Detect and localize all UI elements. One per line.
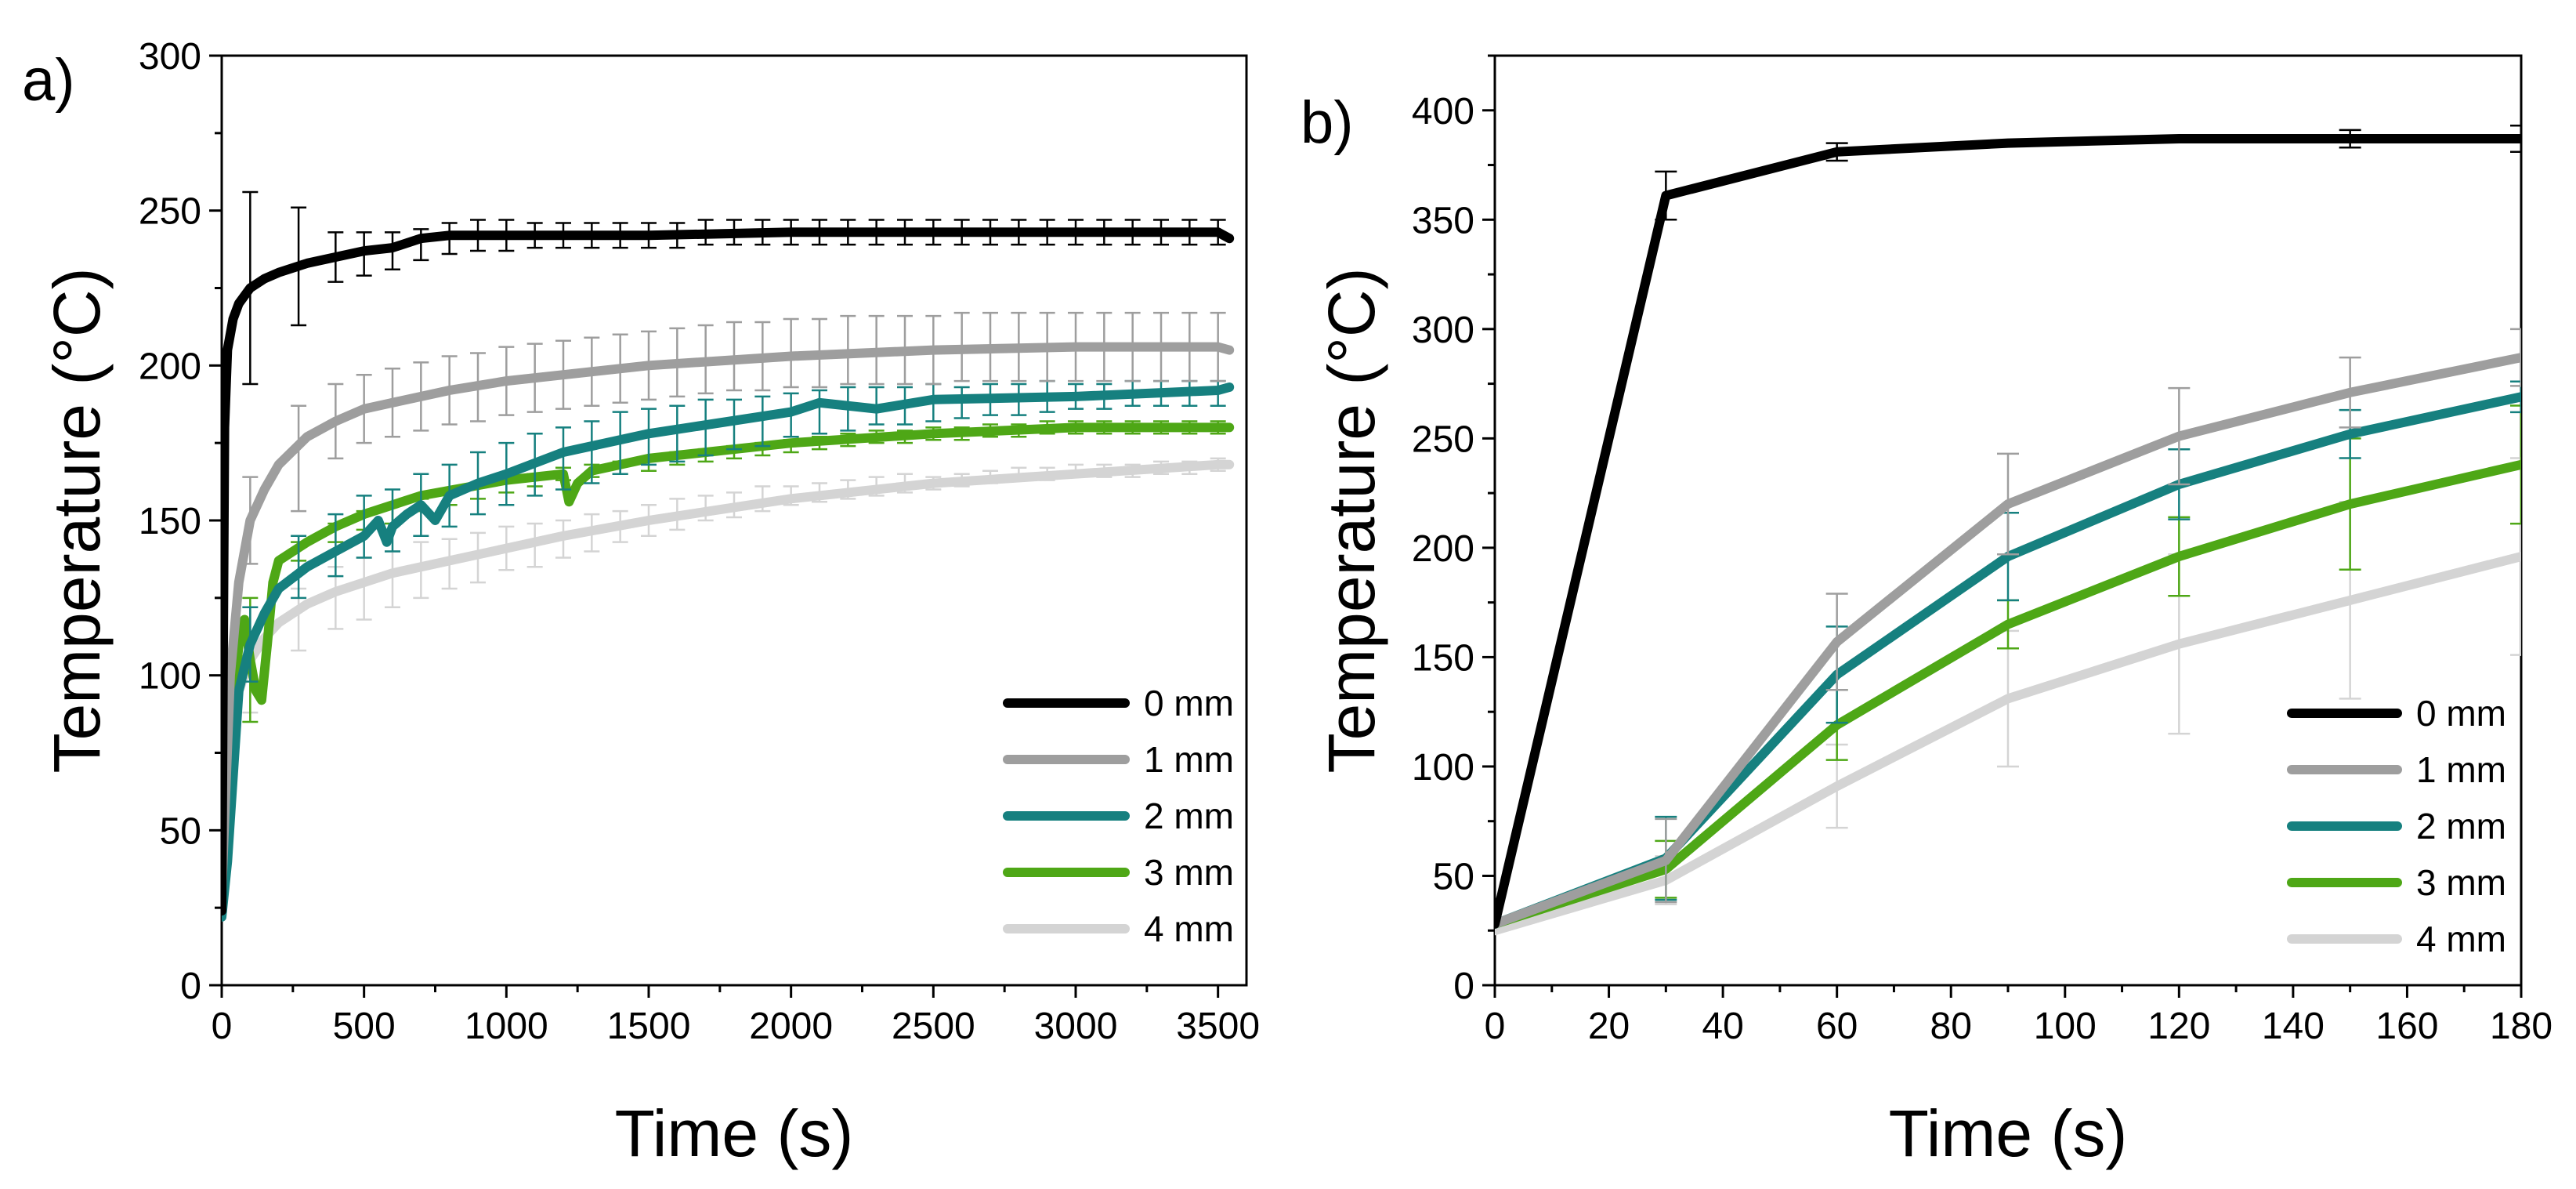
x-tick-label: 180	[2490, 1006, 2552, 1047]
series-line	[222, 227, 1235, 916]
x-tick-label: 3000	[1034, 1006, 1118, 1047]
x-tick-label: 1500	[607, 1006, 691, 1047]
series-1-mm	[222, 311, 1235, 897]
x-axis-title: Time (s)	[1889, 1097, 2128, 1170]
legend-label: 4 mm	[1144, 908, 1234, 949]
panel-label: a)	[22, 47, 75, 114]
y-tick-label: 350	[1412, 200, 1474, 241]
y-tick-label: 250	[139, 191, 201, 233]
x-tick-label: 0	[212, 1006, 233, 1047]
legend-label: 2 mm	[2416, 806, 2506, 846]
y-tick-label: 400	[1412, 91, 1474, 132]
x-tick-label: 20	[1588, 1006, 1630, 1047]
x-tick-label: 40	[1702, 1006, 1743, 1047]
x-tick-label: 120	[2147, 1006, 2210, 1047]
x-tick-label: 160	[2375, 1006, 2438, 1047]
plot-area	[222, 190, 1235, 922]
legend-label: 3 mm	[1144, 852, 1234, 893]
y-axis-title: Temperature (°C)	[1315, 267, 1388, 773]
legend-label: 1 mm	[2416, 749, 2506, 790]
x-tick-label: 3500	[1176, 1006, 1260, 1047]
series-1-mm	[1495, 328, 2521, 929]
series-2-mm	[222, 379, 1235, 922]
y-tick-label: 150	[139, 501, 201, 542]
series-0-mm	[222, 190, 1235, 916]
x-tick-label: 80	[1930, 1006, 1972, 1047]
x-tick-label: 60	[1816, 1006, 1858, 1047]
legend-label: 3 mm	[2416, 862, 2506, 903]
y-tick-label: 0	[180, 966, 201, 1007]
series-0-mm	[1495, 125, 2521, 929]
panel-b: 0 20 40 60 80 100 120 140 160 180 0 50 100 150 200 250 3…	[1301, 54, 2552, 1170]
legend-label: 4 mm	[2416, 919, 2506, 959]
legend-label: 1 mm	[1144, 739, 1234, 780]
x-tick-label: 0	[1485, 1006, 1506, 1047]
panel-label: b)	[1301, 89, 1354, 156]
series-line	[1495, 134, 2521, 929]
y-tick-label: 50	[160, 810, 201, 852]
x-tick-label: 100	[2034, 1006, 2097, 1047]
y-axis-title: Temperature (°C)	[40, 267, 114, 773]
panel-a: 0 500 1000 1500 2000 2500 3000 3500 0 50 100 150 200…	[22, 36, 1260, 1170]
legend-label: 2 mm	[1144, 796, 1234, 836]
legend-label: 0 mm	[2416, 693, 2506, 734]
series-line	[1495, 353, 2521, 929]
y-tick-label: 300	[1412, 310, 1474, 351]
y-tick-label: 150	[1412, 637, 1474, 679]
series-line	[222, 382, 1235, 922]
legend-label: 0 mm	[1144, 683, 1234, 723]
x-tick-label: 2000	[749, 1006, 833, 1047]
y-tick-label: 200	[1412, 528, 1474, 570]
x-axis-title: Time (s)	[615, 1097, 854, 1170]
x-tick-label: 1000	[465, 1006, 548, 1047]
series-line	[222, 342, 1235, 897]
y-tick-label: 250	[1412, 419, 1474, 460]
x-tick-label: 2500	[892, 1006, 975, 1047]
x-tick-label: 500	[333, 1006, 396, 1047]
x-tick-label: 140	[2262, 1006, 2325, 1047]
y-tick-label: 50	[1433, 856, 1474, 897]
y-tick-label: 200	[139, 346, 201, 387]
plot-area	[1495, 125, 2521, 936]
y-tick-label: 100	[139, 656, 201, 698]
y-tick-label: 0	[1453, 966, 1474, 1007]
y-tick-label: 100	[1412, 747, 1474, 788]
y-tick-label: 300	[139, 36, 201, 78]
